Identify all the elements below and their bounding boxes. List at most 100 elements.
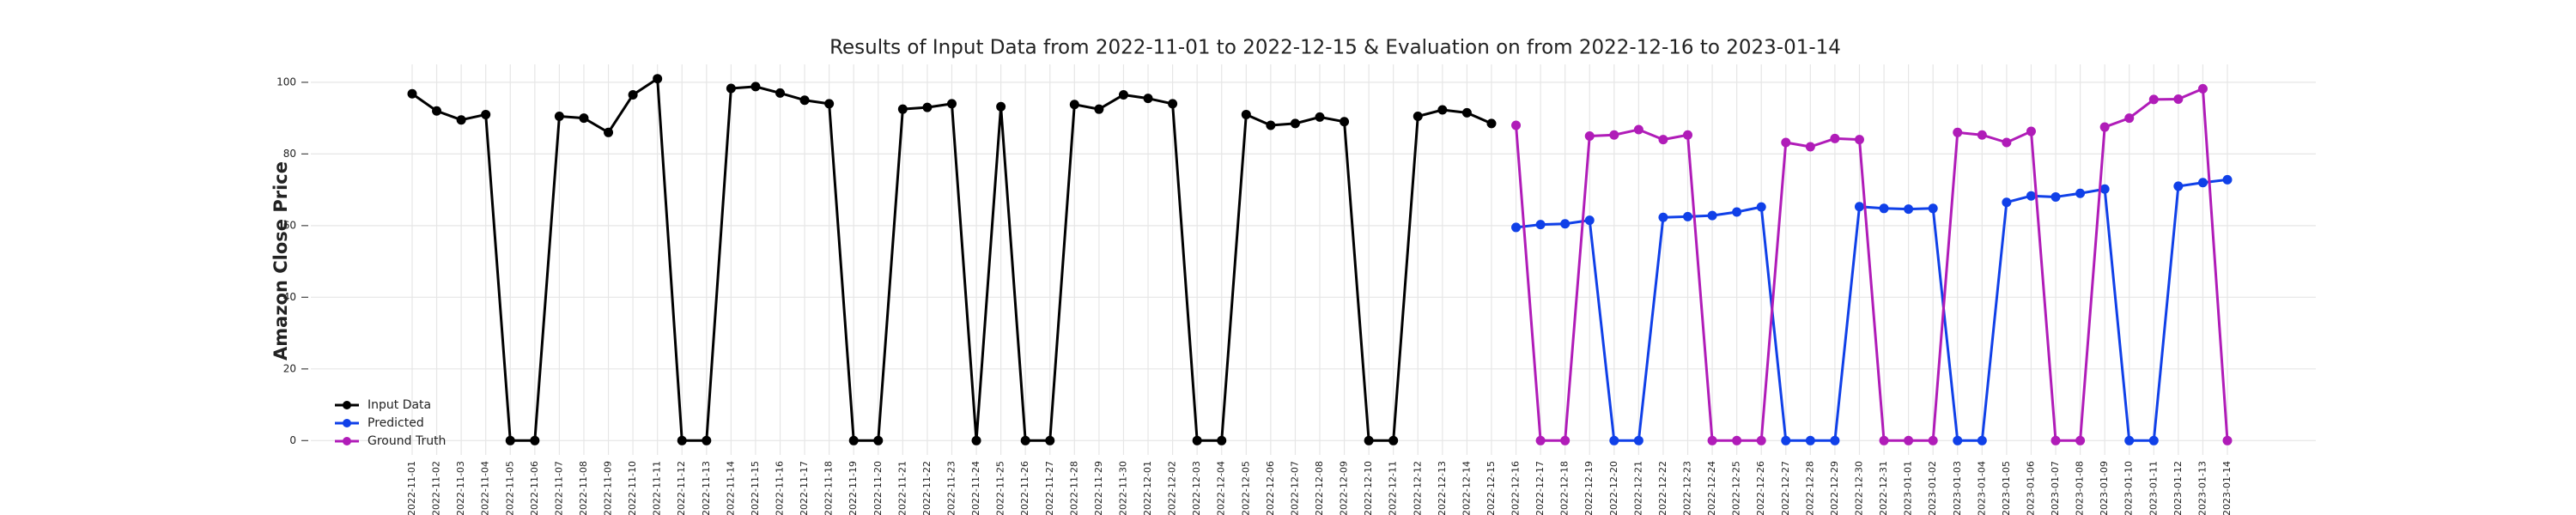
- data-point: [775, 88, 786, 98]
- x-tick-label: 2022-11-21: [896, 461, 908, 515]
- data-point: [1388, 435, 1399, 445]
- data-point: [2148, 435, 2159, 445]
- data-point: [1854, 202, 1864, 212]
- x-tick-label: 2022-12-19: [1583, 461, 1595, 515]
- y-tick-label: 20: [283, 362, 296, 374]
- data-point: [1486, 118, 1497, 129]
- data-point: [1290, 118, 1300, 129]
- x-tick-label: 2023-01-13: [2196, 461, 2208, 515]
- data-point: [1633, 435, 1643, 445]
- legend-swatch: [343, 419, 351, 427]
- data-point: [2026, 191, 2036, 201]
- y-tick-label: 80: [283, 148, 296, 160]
- data-point: [2124, 113, 2135, 124]
- data-point: [2148, 94, 2159, 105]
- data-point: [2075, 435, 2086, 445]
- x-tick-label: 2022-11-14: [725, 461, 736, 515]
- x-tick-label: 2022-11-19: [848, 461, 859, 515]
- data-point: [702, 435, 712, 445]
- data-point: [1928, 435, 1938, 445]
- x-tick-label: 2022-12-23: [1682, 461, 1693, 515]
- x-tick-label: 2023-01-07: [2050, 461, 2061, 515]
- x-tick-label: 2022-12-31: [1878, 461, 1889, 515]
- data-point: [1511, 120, 1522, 130]
- x-tick-label: 2022-12-08: [1314, 461, 1325, 515]
- legend-swatch: [343, 401, 351, 409]
- data-point: [2050, 191, 2061, 202]
- x-tick-label: 2022-11-28: [1068, 461, 1079, 515]
- x-tick-label: 2022-12-01: [1142, 461, 1153, 515]
- x-tick-label: 2022-12-14: [1461, 461, 1472, 515]
- x-tick-label: 2023-01-04: [1976, 461, 1987, 515]
- x-tick-label: 2022-12-13: [1437, 461, 1448, 515]
- x-tick-label: 2022-12-15: [1485, 461, 1497, 515]
- legend-label: Predicted: [368, 416, 424, 430]
- data-point: [1830, 133, 1840, 143]
- data-point: [481, 109, 491, 119]
- data-point: [1217, 435, 1227, 445]
- data-point: [1020, 435, 1030, 445]
- x-tick-label: 2022-11-03: [455, 461, 466, 515]
- data-point: [2099, 184, 2110, 194]
- x-tick-label: 2022-12-22: [1657, 461, 1668, 515]
- x-tick-label: 2022-12-29: [1829, 461, 1840, 515]
- data-point: [677, 435, 687, 445]
- data-point: [873, 435, 884, 445]
- x-tick-label: 2022-12-30: [1853, 461, 1864, 515]
- data-point: [1461, 107, 1472, 118]
- x-tick-label: 2023-01-06: [2025, 461, 2036, 515]
- data-point: [799, 95, 810, 106]
- data-point: [1315, 112, 1325, 122]
- legend-label: Input Data: [368, 398, 431, 412]
- x-tick-label: 2022-11-11: [652, 461, 663, 515]
- data-point: [1953, 127, 1963, 137]
- x-tick-label: 2022-12-02: [1167, 461, 1178, 515]
- x-tick-label: 2022-12-06: [1265, 461, 1276, 515]
- x-tick-label: 2022-11-15: [750, 461, 761, 515]
- y-tick-label: 40: [283, 291, 296, 303]
- data-point: [1953, 435, 1963, 445]
- data-point: [1094, 104, 1104, 114]
- data-point: [897, 104, 908, 114]
- data-point: [1707, 210, 1717, 221]
- data-point: [1045, 435, 1055, 445]
- x-tick-label: 2022-12-10: [1363, 461, 1374, 515]
- data-point: [2197, 83, 2208, 94]
- x-tick-label: 2022-11-22: [921, 461, 933, 515]
- x-tick-label: 2023-01-11: [2148, 461, 2159, 515]
- x-tick-label: 2022-11-27: [1044, 461, 1055, 515]
- y-tick-label: 0: [289, 434, 296, 446]
- data-point: [1609, 435, 1619, 445]
- x-tick-label: 2022-12-21: [1632, 461, 1643, 515]
- data-point: [1879, 203, 1889, 214]
- y-axis-label: Amazon Close Price: [270, 161, 291, 360]
- data-point: [1118, 89, 1128, 100]
- data-point: [2099, 122, 2110, 132]
- x-tick-label: 2023-01-02: [1927, 461, 1938, 515]
- x-tick-label: 2022-11-10: [627, 461, 638, 515]
- legend-swatch: [343, 437, 351, 445]
- x-tick-label: 2022-12-09: [1339, 461, 1350, 515]
- x-tick-label: 2022-11-16: [775, 461, 786, 515]
- data-point: [1732, 435, 1742, 445]
- data-point: [1437, 105, 1448, 115]
- chart-title: Results of Input Data from 2022-11-01 to…: [829, 37, 1841, 59]
- data-point: [1707, 435, 1717, 445]
- data-point: [2050, 435, 2061, 445]
- x-tick-label: 2022-12-28: [1804, 461, 1815, 515]
- data-point: [2173, 181, 2184, 191]
- x-tick-label: 2022-11-09: [603, 461, 614, 515]
- data-point: [2222, 435, 2233, 445]
- x-tick-label: 2022-11-08: [578, 461, 589, 515]
- data-point: [1511, 222, 1522, 233]
- x-tick-label: 2022-12-18: [1559, 461, 1571, 515]
- x-tick-label: 2023-01-08: [2075, 461, 2086, 515]
- x-tick-label: 2022-11-05: [504, 461, 515, 515]
- data-point: [2222, 174, 2233, 185]
- data-point: [1584, 130, 1595, 141]
- data-point: [1340, 117, 1350, 127]
- x-tick-label: 2022-11-12: [676, 461, 687, 515]
- data-point: [1805, 435, 1815, 445]
- x-tick-label: 2022-11-25: [995, 461, 1006, 515]
